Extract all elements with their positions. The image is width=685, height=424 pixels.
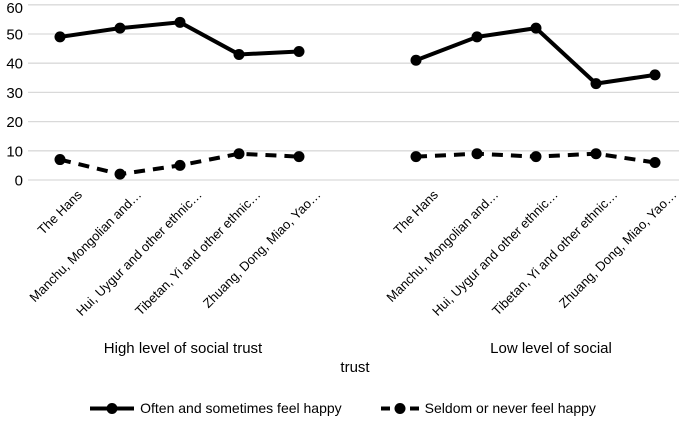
data-point-marker (114, 168, 126, 180)
y-tick-label: 40 (6, 56, 23, 73)
legend-item-often-happy: Often and sometimes feel happy (89, 400, 342, 416)
data-point-marker (471, 31, 483, 43)
data-point-marker (54, 154, 66, 166)
plot-area: 0 10 20 30 40 50 60 (6, 0, 679, 190)
dashed-line-marker-icon (380, 402, 419, 414)
data-point-marker (174, 159, 186, 171)
x-group-label-high-trust: High level of social trust (103, 340, 263, 357)
solid-line-marker-icon (90, 402, 135, 414)
y-tick-label: 60 (6, 0, 23, 17)
data-point-marker (471, 148, 483, 160)
legend-label: Seldom or never feel happy (424, 400, 596, 416)
y-tick-label: 10 (6, 143, 23, 160)
x-group-label-low-trust-line1: Low level of social (490, 340, 612, 357)
x-category-label: Tibetan, Yi and other ethnic… (489, 187, 621, 319)
data-point-marker (649, 156, 661, 168)
legend-label: Often and sometimes feel happy (140, 400, 342, 416)
data-point-marker (233, 148, 245, 160)
data-point-marker (649, 69, 661, 81)
data-point-marker (114, 22, 126, 34)
series-line-solid (415, 26, 656, 86)
x-group-label-low-trust-line2: trust (340, 359, 370, 376)
x-category-label: Manchu, Mongolian and… (383, 187, 502, 305)
y-tick-label: 20 (6, 114, 23, 131)
y-tick-label: 0 (15, 173, 23, 190)
data-point-marker (293, 151, 305, 163)
data-point-marker (54, 31, 66, 43)
data-point-marker (530, 151, 542, 163)
data-point-marker (590, 148, 602, 160)
y-tick-label: 50 (6, 27, 23, 44)
data-point-marker (410, 151, 422, 163)
x-category-label: Tibetan, Yi and other ethnic… (132, 187, 264, 319)
x-category-label: Zhuang, Dong, Miao, Yao… (199, 187, 324, 311)
x-category-label: Hui, Uygur and other ethnic… (428, 187, 561, 319)
y-tick-label: 30 (6, 85, 23, 102)
data-point-marker (174, 16, 186, 28)
data-point-marker (233, 48, 245, 60)
x-category-label: Zhuang, Dong, Miao, Yao… (555, 187, 680, 311)
data-point-marker (590, 78, 602, 90)
legend: Often and sometimes feel happy Seldom or… (0, 400, 685, 416)
legend-item-seldom-happy: Seldom or never feel happy (380, 400, 596, 416)
x-category-label: Manchu, Mongolian and… (26, 187, 145, 305)
x-category-label: Hui, Uygur and other ethnic… (72, 187, 205, 319)
data-point-marker (410, 54, 422, 66)
data-point-marker (530, 22, 542, 34)
data-point-marker (293, 46, 305, 58)
